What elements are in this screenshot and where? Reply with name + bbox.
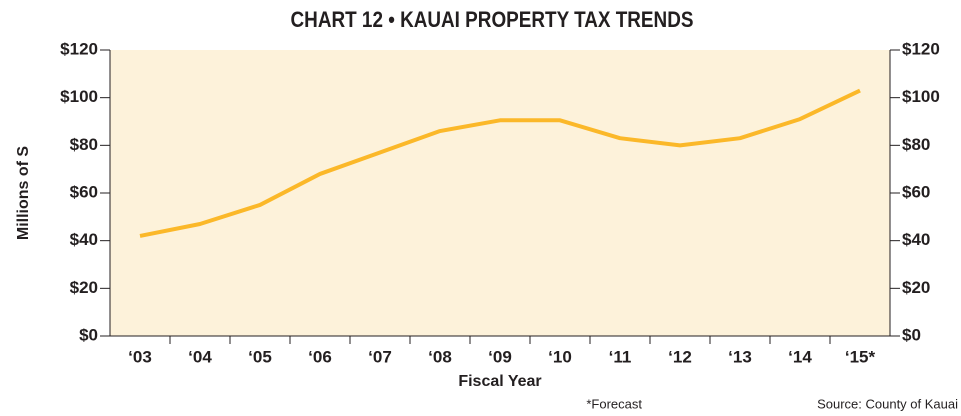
line-series bbox=[139, 88, 861, 238]
y2-tick-label: $80 bbox=[902, 135, 930, 154]
y-tick-label: $100 bbox=[60, 87, 98, 106]
y2-tick-label: $40 bbox=[902, 230, 930, 249]
y-tick-label: $80 bbox=[70, 135, 98, 154]
x-tick-label: ‘13 bbox=[728, 347, 752, 366]
x-tick-label: ‘07 bbox=[368, 347, 392, 366]
y2-tick-label: $100 bbox=[902, 87, 940, 106]
x-tick-label: ‘08 bbox=[428, 347, 452, 366]
y2-tick-label: $20 bbox=[902, 278, 930, 297]
x-tick-label: ‘15* bbox=[845, 347, 876, 366]
y-tick-label: $40 bbox=[70, 230, 98, 249]
footnote: *Forecast bbox=[586, 396, 642, 411]
x-tick-label: ‘11 bbox=[609, 347, 632, 366]
plot-area bbox=[110, 50, 890, 336]
chart-title: CHART 12 • KAUAI PROPERTY TAX TRENDS bbox=[291, 8, 694, 33]
x-tick-label: ‘06 bbox=[308, 347, 332, 366]
y2-tick-label: $0 bbox=[902, 325, 921, 344]
x-tick-label: ‘10 bbox=[548, 347, 572, 366]
y-tick-label: $20 bbox=[70, 278, 98, 297]
y2-tick-label: $60 bbox=[902, 182, 930, 201]
y-tick-label: $60 bbox=[70, 182, 98, 201]
y-axis-label: Millions of S bbox=[15, 146, 32, 241]
x-tick-label: ‘05 bbox=[248, 347, 272, 366]
x-tick-label: ‘09 bbox=[488, 347, 512, 366]
x-tick-label: ‘03 bbox=[128, 347, 152, 366]
x-axis-label: Fiscal Year bbox=[458, 373, 541, 390]
x-tick-label: ‘12 bbox=[668, 347, 692, 366]
y-tick-label: $0 bbox=[79, 325, 98, 344]
x-tick-label: ‘14 bbox=[788, 347, 812, 366]
y2-tick-label: $120 bbox=[902, 39, 940, 58]
x-tick-label: ‘04 bbox=[188, 347, 212, 366]
source: Source: County of Kauai bbox=[817, 396, 958, 411]
y-tick-label: $120 bbox=[60, 39, 98, 58]
